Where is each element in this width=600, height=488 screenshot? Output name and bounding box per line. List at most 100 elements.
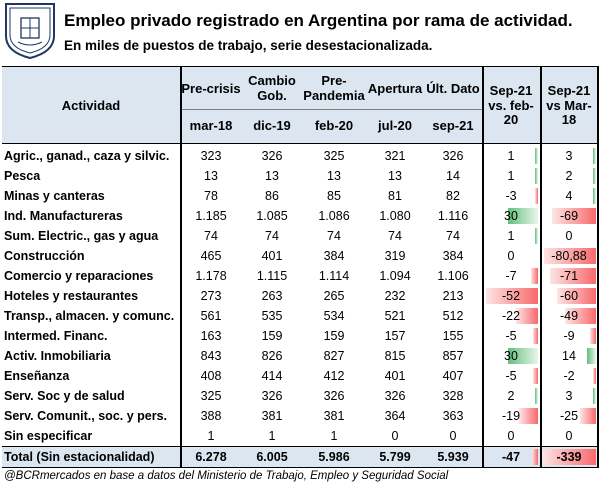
row-diff-value: 2 bbox=[565, 169, 573, 183]
row-value: 213 bbox=[442, 289, 464, 303]
row-value: 328 bbox=[442, 389, 464, 403]
negative-data-bar bbox=[533, 328, 538, 344]
table-row: Hoteles y restaurantes 273 263 265 232 213 -52… bbox=[2, 286, 598, 306]
employment-table: Actividad Pre-crisis Cambio Gob. Pre-Pan… bbox=[2, 66, 599, 468]
row-value: 265 bbox=[323, 289, 345, 303]
row-value: 1 bbox=[268, 429, 276, 443]
row-diff-value: -49 bbox=[559, 309, 579, 323]
positive-data-bar bbox=[535, 168, 538, 184]
row-label: Ind. Manufactureras bbox=[4, 209, 123, 223]
total-diff1-bar bbox=[532, 449, 538, 465]
row-diff-value: -80,88 bbox=[551, 249, 587, 263]
row-value: 826 bbox=[261, 349, 283, 363]
row-value: 534 bbox=[323, 309, 345, 323]
row-label: Pesca bbox=[4, 169, 41, 183]
total-diff2-bar bbox=[542, 449, 596, 465]
row-value: 163 bbox=[200, 329, 222, 343]
total-dic-19: 6.005 bbox=[256, 450, 288, 464]
row-diff-value: 1 bbox=[507, 149, 515, 163]
positive-data-bar bbox=[593, 168, 596, 184]
row-value: 381 bbox=[261, 409, 283, 423]
row-value: 232 bbox=[384, 289, 406, 303]
row-value: 857 bbox=[442, 349, 464, 363]
col-date-jul-20: jul-20 bbox=[378, 117, 412, 133]
row-label: Minas y canteras bbox=[4, 189, 105, 203]
row-value: 325 bbox=[323, 149, 345, 163]
row-diff-value: 0 bbox=[565, 429, 573, 443]
row-value: 273 bbox=[200, 289, 222, 303]
col-date-mar-18: mar-18 bbox=[189, 117, 233, 133]
table-row: Comercio y reparaciones 1.178 1.115 1.114 1.… bbox=[2, 266, 598, 286]
negative-data-bar bbox=[550, 268, 596, 284]
row-label: Enseñanza bbox=[4, 369, 70, 383]
row-value: 535 bbox=[261, 309, 283, 323]
row-label: Hoteles y restaurantes bbox=[4, 289, 139, 303]
row-diff-value: 30 bbox=[504, 349, 518, 363]
positive-data-bar bbox=[593, 148, 596, 164]
row-value: 82 bbox=[446, 189, 460, 203]
row-value: 384 bbox=[442, 249, 464, 263]
row-value: 827 bbox=[323, 349, 345, 363]
row-value: 326 bbox=[442, 149, 464, 163]
row-value: 85 bbox=[327, 189, 341, 203]
row-label: Comercio y reparaciones bbox=[4, 269, 154, 283]
row-diff-value: 0 bbox=[507, 249, 515, 263]
table-row: Agric., ganad., caza y silvic. 323 326 325 3… bbox=[2, 146, 598, 166]
row-diff-value: -7 bbox=[505, 269, 517, 283]
row-value: 13 bbox=[265, 169, 279, 183]
col-group-pre-crisis: Pre-crisis bbox=[181, 80, 241, 96]
row-value: 1.094 bbox=[379, 269, 411, 283]
row-value: 326 bbox=[384, 389, 406, 403]
row-value: 1.085 bbox=[256, 209, 288, 223]
total-feb-20: 5.986 bbox=[318, 450, 350, 464]
total-mar-18: 6.278 bbox=[195, 450, 227, 464]
row-diff-value: 2 bbox=[507, 389, 515, 403]
row-value: 74 bbox=[265, 229, 279, 243]
positive-data-bar bbox=[587, 348, 596, 364]
row-diff-value: 0 bbox=[507, 429, 515, 443]
row-value: 0 bbox=[391, 429, 399, 443]
row-value: 319 bbox=[384, 249, 406, 263]
total-diff-feb20: -47 bbox=[501, 450, 521, 464]
row-value: 14 bbox=[446, 169, 460, 183]
divider-right bbox=[597, 66, 599, 468]
table-row: Construcción 465 401 384 319 384 0 -80,88 bbox=[2, 246, 598, 266]
divider-actividad bbox=[180, 66, 182, 468]
row-value: 321 bbox=[384, 149, 406, 163]
row-label: Sum. Electric., gas y agua bbox=[4, 229, 159, 243]
row-value: 325 bbox=[200, 389, 222, 403]
negative-data-bar bbox=[533, 368, 538, 384]
row-diff-value: 30 bbox=[504, 209, 518, 223]
row-value: 1 bbox=[330, 429, 338, 443]
table-row: Serv. Soc y de salud 325 326 326 326 328 2 3 bbox=[2, 386, 598, 406]
row-value: 384 bbox=[323, 249, 345, 263]
row-value: 843 bbox=[200, 349, 222, 363]
row-diff-value: 4 bbox=[565, 189, 573, 203]
col-group-pre-pandemia: Pre-Pandemia bbox=[303, 73, 365, 103]
col-group-ult-dato: Últ. Dato bbox=[426, 80, 480, 96]
negative-data-bar bbox=[531, 268, 538, 284]
negative-data-bar bbox=[590, 328, 596, 344]
row-value: 263 bbox=[261, 289, 283, 303]
negative-data-bar bbox=[486, 288, 538, 304]
total-jul-20: 5.799 bbox=[379, 450, 411, 464]
row-diff-value: 0 bbox=[565, 229, 573, 243]
row-value: 13 bbox=[204, 169, 218, 183]
row-value: 412 bbox=[323, 369, 345, 383]
row-value: 13 bbox=[327, 169, 341, 183]
positive-data-bar bbox=[508, 208, 538, 224]
positive-data-bar bbox=[535, 228, 538, 244]
negative-data-bar bbox=[557, 288, 596, 304]
row-value: 408 bbox=[200, 369, 222, 383]
total-row: Total (Sin estacionalidad) 6.278 6.005 5… bbox=[2, 446, 598, 468]
page-subtitle: En miles de puestos de trabajo, serie de… bbox=[64, 38, 433, 53]
row-value: 1.080 bbox=[379, 209, 411, 223]
row-label: Intermed. Financ. bbox=[4, 329, 108, 343]
row-diff-value: -19 bbox=[501, 409, 521, 423]
row-label: Transp., almacen. y comunc. bbox=[4, 309, 175, 323]
table-row: Enseñanza 408 414 412 401 407 -5 -2 bbox=[2, 366, 598, 386]
table-header: Actividad Pre-crisis Cambio Gob. Pre-Pan… bbox=[2, 66, 598, 144]
table-row: Minas y canteras 78 86 85 81 82 -3 4 bbox=[2, 186, 598, 206]
positive-data-bar bbox=[593, 188, 596, 204]
row-value: 401 bbox=[384, 369, 406, 383]
